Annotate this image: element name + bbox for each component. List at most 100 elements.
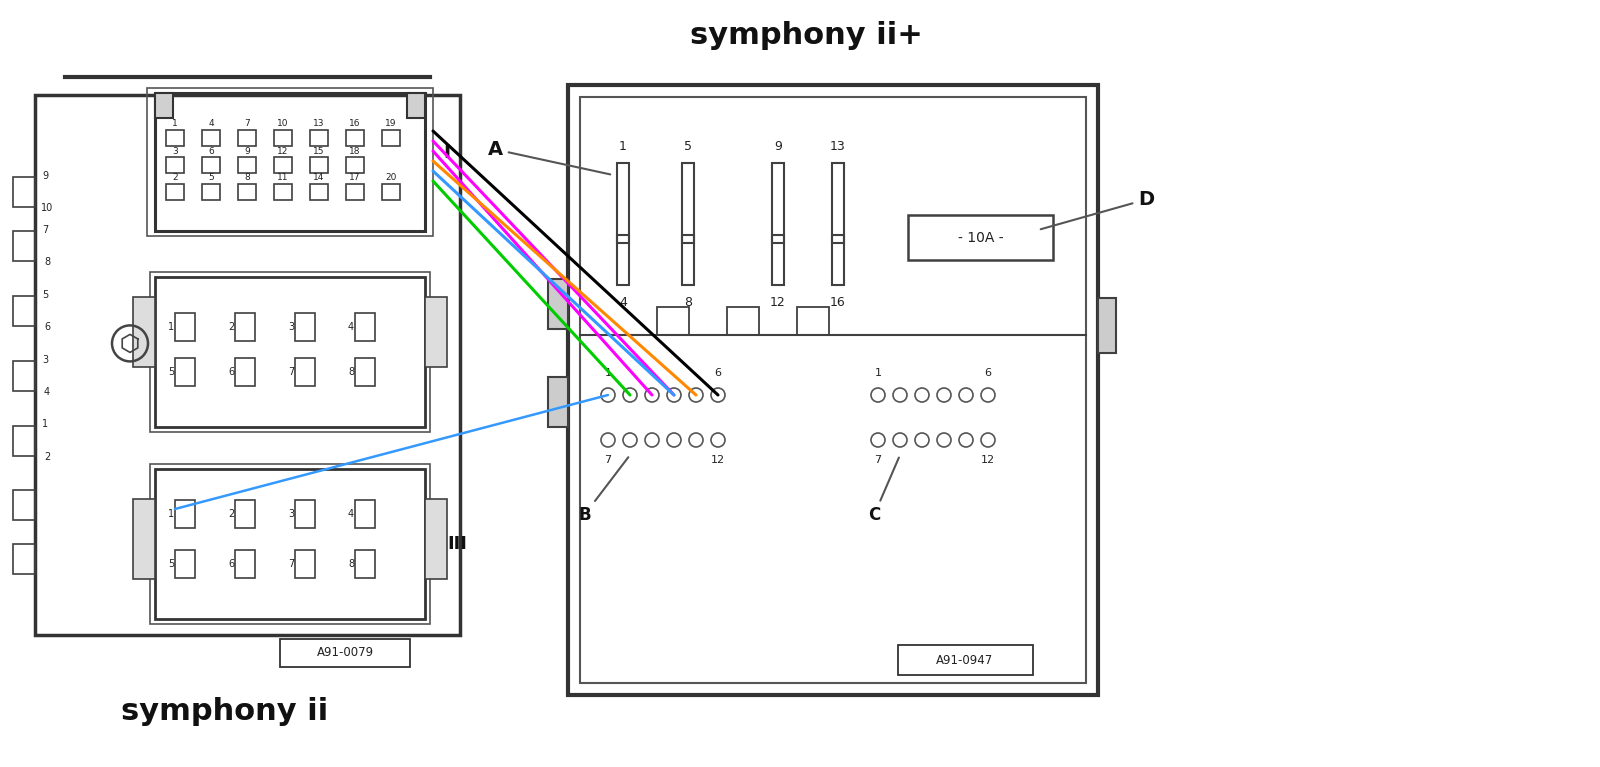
Bar bbox=[13, 177, 35, 207]
Bar bbox=[155, 277, 426, 427]
Bar bbox=[310, 157, 328, 173]
Bar bbox=[13, 231, 35, 262]
Bar bbox=[618, 163, 629, 243]
Bar bbox=[238, 184, 256, 200]
Text: I: I bbox=[443, 143, 451, 162]
Bar bbox=[355, 313, 374, 341]
Bar bbox=[771, 163, 784, 243]
Text: 6: 6 bbox=[43, 322, 50, 332]
Text: 4: 4 bbox=[43, 387, 50, 397]
Text: B: B bbox=[578, 457, 629, 524]
Bar bbox=[202, 157, 221, 173]
Text: symphony ii: symphony ii bbox=[122, 697, 328, 726]
Bar bbox=[682, 235, 694, 285]
Text: 18: 18 bbox=[349, 146, 360, 156]
Bar bbox=[133, 297, 155, 367]
Bar bbox=[771, 235, 784, 285]
Text: 8: 8 bbox=[347, 367, 354, 377]
Bar bbox=[426, 499, 446, 579]
Bar bbox=[682, 163, 694, 243]
Text: 3: 3 bbox=[173, 146, 178, 156]
Text: 7: 7 bbox=[288, 559, 294, 569]
Bar bbox=[174, 358, 195, 386]
Text: 4: 4 bbox=[619, 297, 627, 310]
Text: 6: 6 bbox=[227, 559, 234, 569]
Text: 12: 12 bbox=[277, 146, 288, 156]
Text: 3: 3 bbox=[42, 354, 48, 364]
Text: 2: 2 bbox=[227, 509, 234, 519]
Text: 6: 6 bbox=[227, 367, 234, 377]
Text: 6: 6 bbox=[208, 146, 214, 156]
Text: A91-0079: A91-0079 bbox=[317, 647, 373, 660]
Bar bbox=[898, 645, 1034, 675]
Text: 6: 6 bbox=[984, 368, 992, 378]
Text: 19: 19 bbox=[386, 120, 397, 129]
Bar bbox=[832, 235, 845, 285]
Bar bbox=[726, 307, 758, 335]
Text: 16: 16 bbox=[349, 120, 360, 129]
Bar bbox=[274, 157, 291, 173]
Bar bbox=[346, 157, 365, 173]
Text: 4: 4 bbox=[347, 509, 354, 519]
Bar bbox=[294, 313, 315, 341]
Text: 3: 3 bbox=[288, 509, 294, 519]
Bar bbox=[797, 307, 829, 335]
Text: 12: 12 bbox=[770, 297, 786, 310]
Bar bbox=[13, 490, 35, 520]
Text: 9: 9 bbox=[245, 146, 250, 156]
Bar bbox=[547, 377, 568, 426]
Text: D: D bbox=[1040, 190, 1154, 229]
Bar bbox=[355, 550, 374, 578]
Bar bbox=[294, 358, 315, 386]
Text: 13: 13 bbox=[314, 120, 325, 129]
Bar bbox=[426, 297, 446, 367]
Bar bbox=[382, 130, 400, 146]
Bar bbox=[310, 184, 328, 200]
Bar bbox=[150, 464, 430, 624]
Text: 4: 4 bbox=[347, 322, 354, 332]
Bar bbox=[238, 130, 256, 146]
Bar bbox=[155, 93, 426, 231]
Text: 9: 9 bbox=[774, 140, 782, 153]
Bar bbox=[13, 360, 35, 391]
Bar bbox=[274, 184, 291, 200]
Bar bbox=[346, 184, 365, 200]
Text: 1: 1 bbox=[605, 368, 611, 378]
Text: 8: 8 bbox=[347, 559, 354, 569]
Text: C: C bbox=[867, 458, 899, 524]
Text: 5: 5 bbox=[168, 559, 174, 569]
Bar bbox=[155, 93, 173, 118]
Bar bbox=[280, 639, 410, 667]
Bar bbox=[294, 500, 315, 528]
Bar bbox=[1098, 298, 1117, 354]
Bar bbox=[166, 157, 184, 173]
Bar bbox=[568, 85, 1098, 695]
Text: 13: 13 bbox=[830, 140, 846, 153]
Text: 10: 10 bbox=[42, 203, 53, 213]
Text: 7: 7 bbox=[875, 455, 882, 465]
Bar bbox=[274, 130, 291, 146]
Bar bbox=[832, 163, 845, 243]
Text: 16: 16 bbox=[830, 297, 846, 310]
Bar bbox=[166, 130, 184, 146]
Text: A91-0947: A91-0947 bbox=[936, 653, 994, 667]
Bar bbox=[235, 500, 254, 528]
Bar bbox=[174, 550, 195, 578]
Text: 1: 1 bbox=[168, 509, 174, 519]
Text: 4: 4 bbox=[208, 120, 214, 129]
Text: 7: 7 bbox=[288, 367, 294, 377]
Bar bbox=[355, 358, 374, 386]
Text: 15: 15 bbox=[314, 146, 325, 156]
Text: 5: 5 bbox=[168, 367, 174, 377]
Text: A: A bbox=[488, 140, 610, 174]
Text: 8: 8 bbox=[685, 297, 691, 310]
Text: 20: 20 bbox=[386, 173, 397, 183]
Text: 7: 7 bbox=[245, 120, 250, 129]
Text: 1: 1 bbox=[875, 368, 882, 378]
Text: 7: 7 bbox=[42, 225, 48, 235]
Text: 7: 7 bbox=[605, 455, 611, 465]
Text: 5: 5 bbox=[208, 173, 214, 183]
Bar bbox=[909, 215, 1053, 260]
Bar bbox=[150, 272, 430, 432]
Text: III: III bbox=[446, 535, 467, 553]
